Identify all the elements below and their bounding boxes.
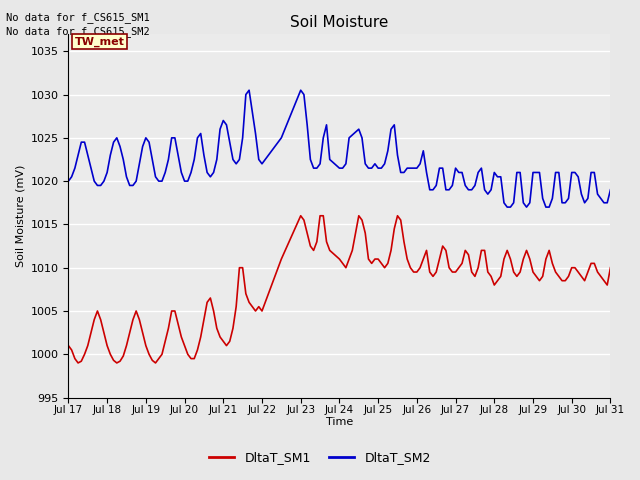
Text: No data for f_CS615_SM1: No data for f_CS615_SM1 [6,12,150,23]
X-axis label: Time: Time [326,417,353,427]
Text: TW_met: TW_met [75,36,125,47]
Y-axis label: Soil Moisture (mV): Soil Moisture (mV) [15,165,25,267]
Title: Soil Moisture: Soil Moisture [290,15,388,30]
Legend: DltaT_SM1, DltaT_SM2: DltaT_SM1, DltaT_SM2 [204,446,436,469]
Text: No data for f_CS615_SM2: No data for f_CS615_SM2 [6,26,150,37]
